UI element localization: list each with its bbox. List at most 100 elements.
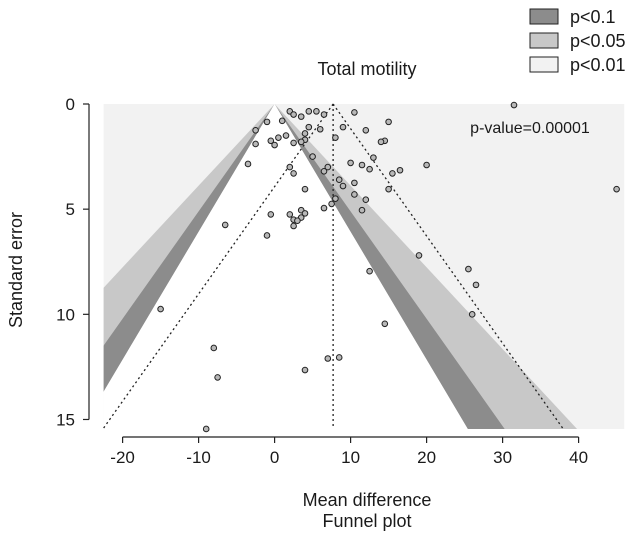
study-point [510,101,518,109]
study-point [324,355,332,362]
study-point [267,137,275,145]
study-point [332,195,339,202]
x-tick-label: 30 [493,448,512,467]
study-point [271,141,278,149]
study-point [290,222,297,230]
study-point [415,252,423,259]
study-point [381,320,389,328]
study-point [389,170,396,177]
study-point [362,126,370,134]
study-point [221,221,229,229]
study-point [335,176,343,184]
study-point [301,210,309,217]
study-point [214,374,221,381]
study-points [157,101,620,433]
study-point [358,206,366,214]
study-point [472,281,480,289]
study-point [339,182,347,190]
study-point [275,134,282,141]
pseudo-ci-left-line [102,103,334,430]
study-point [347,159,354,167]
study-point [351,191,358,198]
study-point [294,217,301,225]
study-point [362,196,370,203]
study-point [202,425,210,433]
study-point [328,200,335,208]
legend-swatch [529,56,559,73]
x-tick-label: 40 [569,448,588,467]
y-tick-label: 15 [56,410,75,429]
study-point [613,185,620,193]
study-point [244,160,252,168]
study-point [366,267,373,275]
legend: p<0.1 p<0.05 p<0.01 [529,7,626,75]
study-point [301,130,309,137]
chart-title: Total motility [317,59,416,79]
legend-swatch [529,32,559,49]
study-point [290,111,297,118]
study-point [290,170,297,177]
x-tick-label: 10 [341,448,360,467]
study-point [339,123,347,131]
p-value-annotation: p-value=0.00001 [470,120,590,137]
figure-caption: Funnel plot [322,511,411,531]
significance-contours [103,104,625,429]
study-point [324,163,332,171]
study-point [366,165,373,173]
study-point [396,166,404,174]
study-point [278,117,286,125]
study-point [309,153,316,160]
study-point [351,179,358,187]
y-tick-label: 10 [56,305,75,324]
x-tick-label: -10 [186,448,211,467]
study-point [301,185,309,193]
study-point [320,168,328,175]
study-point [252,140,259,148]
study-point [305,108,313,115]
study-point [282,132,290,139]
y-tick-label: 0 [66,95,75,114]
legend-swatch [529,8,559,25]
study-point [332,134,339,141]
y-tick-label: 5 [66,200,75,219]
study-point [210,344,218,352]
study-point [313,108,320,115]
study-point [297,113,305,120]
study-point [320,111,328,118]
study-point [358,161,366,169]
study-point [290,139,297,147]
study-point [385,185,392,193]
contour-nonsignificant-region [103,104,468,429]
x-tick-label: -20 [110,448,135,467]
study-point [370,154,377,161]
study-point [301,366,309,374]
study-point [423,161,430,169]
study-point [267,211,275,218]
study-point [385,118,392,126]
study-point [157,305,164,313]
x-axis-label: Mean difference [303,490,432,510]
study-point [263,118,271,126]
study-point [252,126,259,134]
study-point [305,123,313,131]
legend-label: p<0.1 [570,7,616,27]
study-point [263,232,271,239]
x-tick-label: 20 [417,448,436,467]
axes: -20 -10 0 10 20 30 40 0 5 10 15 [56,95,588,467]
y-axis-label: Standard error [6,212,26,328]
x-tick-label: 0 [270,448,279,467]
contour-band-p005-right [274,104,578,429]
legend-label: p<0.05 [570,31,626,51]
study-point [297,138,305,146]
study-point [465,265,472,273]
study-point [286,211,294,218]
study-point [468,311,476,318]
study-point [316,125,324,133]
study-point [286,163,294,171]
study-point [351,109,358,116]
legend-label: p<0.01 [570,55,626,75]
study-point [320,204,328,212]
contour-band-p01-right [274,104,505,429]
